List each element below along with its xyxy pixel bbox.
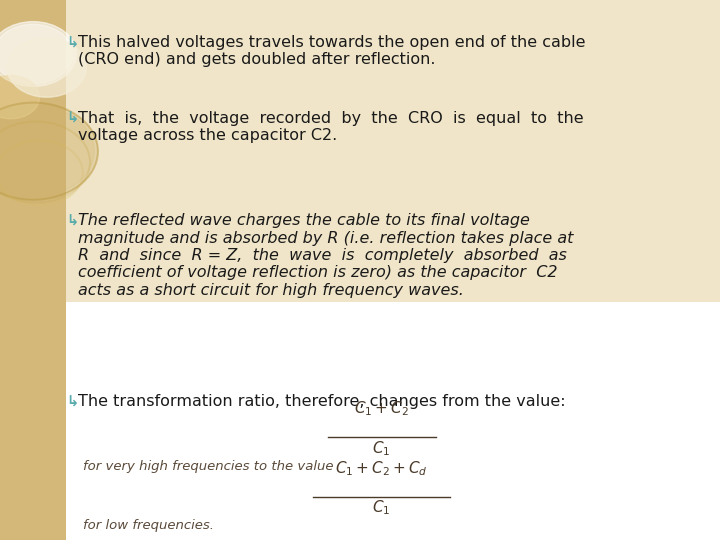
Text: $C_1$: $C_1$ [372,498,391,517]
Text: ↳: ↳ [66,35,78,50]
Circle shape [0,24,73,84]
Text: for low frequencies.: for low frequencies. [83,519,214,532]
Text: The reflected wave charges the cable to its final voltage
magnitude and is absor: The reflected wave charges the cable to … [78,213,573,298]
Circle shape [0,103,98,200]
Text: $C_1 + C_2 + C_d$: $C_1 + C_2 + C_d$ [336,459,428,478]
Text: $C_1 + C_2$: $C_1 + C_2$ [354,400,409,419]
Text: for very high frequencies to the value: for very high frequencies to the value [83,460,333,473]
Circle shape [0,22,76,86]
Text: The transformation ratio, therefore, changes from the value:: The transformation ratio, therefore, cha… [78,394,565,409]
Circle shape [7,38,86,97]
Bar [0,302,720,540]
Text: This halved voltages travels towards the open end of the cable
(CRO end) and get: This halved voltages travels towards the… [78,35,585,68]
Text: ↳: ↳ [66,394,78,409]
Text: That  is,  the  voltage  recorded  by  the  CRO  is  equal  to  the
voltage acro: That is, the voltage recorded by the CRO… [78,111,583,143]
Circle shape [0,76,40,119]
Text: ↳: ↳ [66,111,78,126]
Text: ↳: ↳ [66,213,78,228]
Bar [0,0,720,302]
Circle shape [0,105,94,197]
Text: $C_1$: $C_1$ [372,439,391,458]
Bar [0,0,66,540]
